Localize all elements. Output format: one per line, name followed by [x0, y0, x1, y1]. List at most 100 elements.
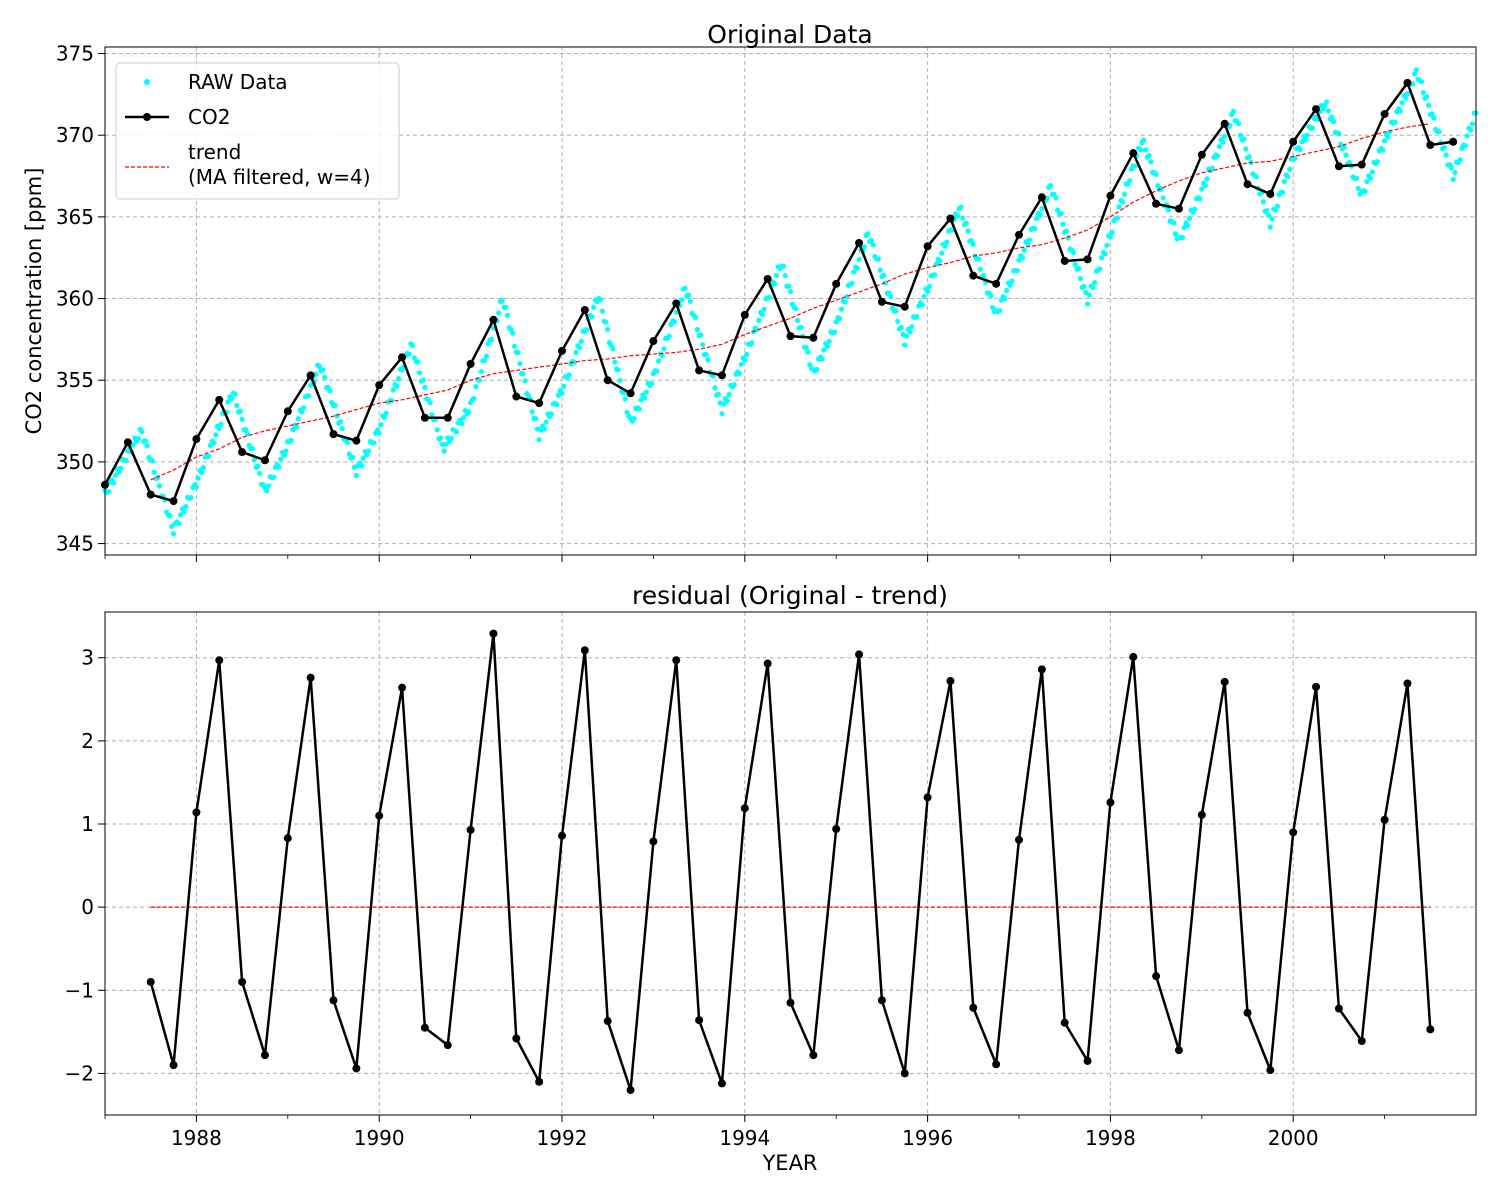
- raw-data-point: [977, 266, 983, 272]
- raw-data-point: [1450, 176, 1456, 182]
- raw-data-point: [1403, 95, 1409, 101]
- chart-title-residual: residual (Original - trend): [632, 581, 948, 610]
- raw-data-point: [649, 381, 655, 387]
- raw-data-point: [612, 359, 618, 365]
- residual-point: [1197, 810, 1206, 819]
- x-axis-label: YEAR: [761, 1151, 817, 1175]
- raw-data-point: [278, 456, 284, 462]
- raw-data-point: [854, 265, 860, 271]
- co2-point: [558, 346, 566, 355]
- raw-data-point: [466, 409, 472, 415]
- residual-point: [580, 646, 589, 655]
- raw-data-point: [1436, 129, 1442, 135]
- plot-frame: [104, 611, 1477, 1116]
- y-tick-label: 3: [81, 646, 94, 670]
- raw-data-point: [232, 391, 238, 397]
- raw-data-point: [149, 458, 156, 464]
- raw-data-point: [1285, 173, 1291, 180]
- raw-data-point: [1325, 108, 1331, 114]
- raw-data-point: [824, 343, 831, 350]
- raw-data-point: [244, 430, 250, 436]
- raw-data-point: [794, 317, 801, 324]
- residual-point: [1380, 815, 1389, 824]
- co2-point: [329, 430, 338, 439]
- raw-data-point: [1302, 137, 1309, 143]
- raw-data-point: [250, 446, 256, 452]
- raw-data-point: [1404, 91, 1411, 97]
- raw-data-point: [965, 228, 971, 234]
- legend-box: [115, 62, 400, 200]
- plot-frame: [104, 46, 1477, 556]
- raw-data-point: [1004, 287, 1010, 294]
- co2-point: [923, 242, 932, 251]
- co2-point: [1357, 160, 1366, 169]
- y-axis-label: CO2 concentration [ppm]: [22, 168, 46, 435]
- raw-data-point: [395, 376, 402, 382]
- raw-data-point: [517, 361, 523, 367]
- y-tick-label: 345: [56, 532, 94, 556]
- raw-data-point: [1243, 146, 1249, 152]
- raw-data-point: [914, 313, 920, 320]
- y-axis: 345 350 355 360 365 370 375: [56, 42, 105, 556]
- raw-data-point: [1468, 127, 1474, 133]
- raw-data-point: [888, 293, 894, 299]
- raw-data-point: [504, 312, 511, 318]
- raw-data-point: [1362, 188, 1368, 195]
- raw-data-point: [116, 469, 122, 475]
- co2-point: [1266, 190, 1275, 199]
- co2-point: [877, 297, 886, 306]
- raw-data-point: [1267, 224, 1273, 230]
- raw-data-point: [1002, 296, 1008, 302]
- co2-point: [1289, 137, 1298, 146]
- raw-data-point: [819, 356, 825, 362]
- raw-data-point: [130, 442, 136, 448]
- raw-data-point: [1382, 138, 1388, 144]
- raw-data-point: [1032, 226, 1038, 232]
- raw-data-point: [1171, 220, 1177, 226]
- co2-point: [717, 371, 726, 380]
- residual-point: [169, 1061, 178, 1070]
- raw-data-point: [554, 402, 560, 408]
- raw-data-point: [1197, 196, 1203, 202]
- raw-data-point: [598, 297, 604, 303]
- raw-data-point: [1236, 121, 1242, 127]
- raw-data-point: [1385, 134, 1391, 140]
- raw-data-point: [1462, 143, 1469, 149]
- y-tick-label: 375: [56, 42, 94, 66]
- raw-data-point: [200, 465, 207, 471]
- raw-data-point: [1246, 154, 1252, 160]
- residual-point: [1334, 1004, 1343, 1013]
- raw-data-point: [427, 400, 433, 406]
- raw-data-point: [271, 474, 277, 480]
- co2-point: [1083, 255, 1092, 264]
- raw-data-point: [870, 242, 876, 248]
- raw-data-point: [1014, 267, 1020, 274]
- raw-data-point: [656, 358, 662, 364]
- raw-data-point: [698, 332, 704, 338]
- raw-data-point: [218, 421, 224, 427]
- co2-point: [603, 376, 612, 385]
- co2-point: [398, 353, 407, 362]
- raw-data-point: [1215, 153, 1221, 159]
- raw-data-point: [1287, 166, 1293, 172]
- co2-point: [260, 456, 269, 465]
- raw-data-point: [548, 411, 555, 417]
- legend-label-trend-line1: trend: [188, 140, 241, 164]
- residual-point: [1426, 1025, 1435, 1034]
- raw-data-point: [316, 363, 323, 370]
- raw-data-point: [112, 472, 119, 478]
- raw-data-point: [339, 426, 345, 432]
- raw-data-point: [761, 306, 767, 312]
- raw-data-point: [1418, 79, 1425, 85]
- raw-data-point: [213, 432, 219, 438]
- residual-point: [1403, 679, 1412, 688]
- raw-data-point: [371, 440, 377, 446]
- x-tick-label: 1990: [354, 1126, 405, 1150]
- co2-point: [1380, 109, 1389, 118]
- raw-data-point: [1009, 278, 1015, 284]
- raw-data-point: [276, 464, 282, 470]
- raw-data-point: [1039, 206, 1045, 212]
- x-tick-label: 1996: [902, 1126, 953, 1150]
- raw-data-point: [520, 371, 526, 377]
- raw-data-point: [944, 239, 950, 245]
